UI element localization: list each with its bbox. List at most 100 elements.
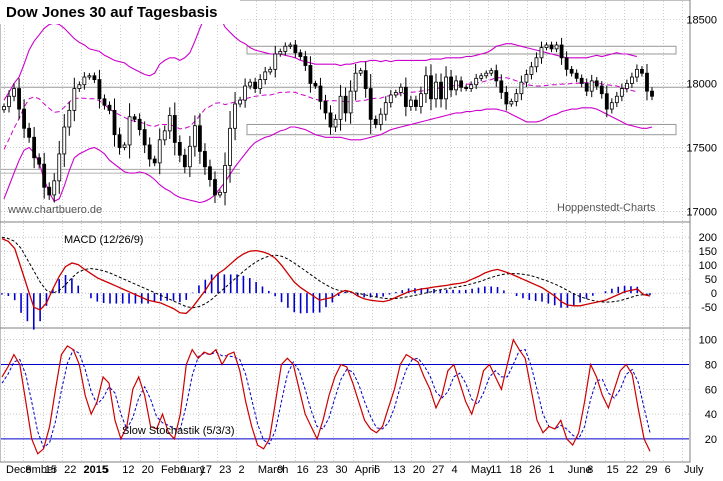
date-tick-label: 9 xyxy=(277,464,283,476)
candle-down xyxy=(494,70,499,82)
candle-up xyxy=(393,92,398,96)
candle-up xyxy=(52,180,57,196)
candle-down xyxy=(182,154,187,168)
candle-down xyxy=(117,134,122,148)
candle-up xyxy=(524,74,529,83)
upper-bollinger-band xyxy=(3,11,638,101)
candle-down xyxy=(142,129,147,146)
candle-up xyxy=(263,71,268,81)
candle-down xyxy=(363,70,368,89)
candle-down xyxy=(147,144,152,160)
date-tick-label: 22 xyxy=(626,464,638,476)
candle-up xyxy=(192,125,197,147)
candle-down xyxy=(132,116,137,120)
candle-up xyxy=(424,75,428,95)
candle-down xyxy=(318,85,323,102)
candle-down xyxy=(37,157,42,165)
candle-up xyxy=(489,70,494,74)
candle-up xyxy=(162,130,167,141)
macd-line xyxy=(1,238,651,315)
stochastic-panel-frame xyxy=(0,327,691,463)
candle-up xyxy=(127,116,132,146)
candle-down xyxy=(213,179,217,196)
candle-up xyxy=(484,72,489,77)
candle-down xyxy=(97,79,102,100)
date-tick-label: 1 xyxy=(548,464,554,476)
date-tick-label: May xyxy=(471,464,492,476)
macd-tick-label: 150 xyxy=(699,246,717,258)
candle-up xyxy=(167,115,172,132)
stochastic-title: Slow Stochastik (5/3/3) xyxy=(122,425,235,437)
candle-down xyxy=(102,98,107,106)
candle-down xyxy=(414,99,418,107)
candle-up xyxy=(228,127,232,166)
candle-up xyxy=(554,44,559,50)
watermark-left: www.chartbuero.de xyxy=(7,204,102,216)
candle-down xyxy=(42,163,47,188)
candle-down xyxy=(574,72,579,79)
candle-up xyxy=(283,45,288,52)
candle-up xyxy=(87,75,92,78)
candle-up xyxy=(383,102,388,115)
candle-down xyxy=(499,80,504,93)
candle-up xyxy=(278,51,283,55)
date-tick-label: 2 xyxy=(238,464,244,476)
candle-down xyxy=(203,150,207,168)
candle-down xyxy=(504,92,509,105)
candle-up xyxy=(77,84,82,89)
candle-up xyxy=(514,93,519,102)
candle-up xyxy=(378,113,383,125)
date-tick-label: 23 xyxy=(219,464,231,476)
candle-down xyxy=(313,83,318,87)
candle-up xyxy=(544,44,549,48)
candle-up xyxy=(268,68,273,73)
stochastic-tick-label: 20 xyxy=(705,434,717,446)
candle-up xyxy=(353,72,358,92)
candle-down xyxy=(112,109,117,136)
candle-up xyxy=(589,80,594,92)
candle-up xyxy=(187,145,192,168)
date-tick-label: 17 xyxy=(200,464,212,476)
candle-down xyxy=(564,57,569,70)
date-tick-label: 6 xyxy=(374,464,380,476)
candle-up xyxy=(398,86,403,93)
date-tick-label: 16 xyxy=(297,464,309,476)
candle-up xyxy=(509,100,514,105)
date-tick-label: February xyxy=(161,464,206,476)
candle-up xyxy=(238,99,242,105)
candle-down xyxy=(373,118,378,125)
date-tick-label: 15 xyxy=(607,464,619,476)
date-tick-label: 20 xyxy=(413,464,425,476)
candle-down xyxy=(449,76,453,91)
candle-up xyxy=(122,144,127,148)
candle-down xyxy=(107,104,112,111)
resistance-zone xyxy=(246,45,677,55)
candle-down xyxy=(650,90,654,97)
price-tick-label: 18500 xyxy=(686,14,717,26)
candle-up xyxy=(630,76,634,84)
candle-up xyxy=(529,66,534,75)
candle-up xyxy=(479,75,484,79)
candle-up xyxy=(248,81,253,87)
candle-down xyxy=(599,85,604,95)
candle-up xyxy=(358,70,363,74)
stochastic-tick-label: 60 xyxy=(705,384,717,396)
date-tick-label: 5 xyxy=(103,464,109,476)
date-tick-label: March xyxy=(258,464,289,476)
candle-down xyxy=(328,112,333,128)
date-tick-label: 23 xyxy=(316,464,328,476)
watermark-right: Hoppenstedt-Charts xyxy=(557,202,656,214)
date-tick-label: 13 xyxy=(393,464,405,476)
candle-up xyxy=(469,84,474,89)
candle-down xyxy=(584,83,589,92)
candle-down xyxy=(429,75,433,100)
price-tick-label: 18000 xyxy=(686,78,717,90)
candle-up xyxy=(614,95,619,104)
candle-down xyxy=(47,186,52,196)
candle-up xyxy=(408,99,413,107)
candle-down xyxy=(594,80,599,87)
date-tick-label: 8 xyxy=(25,464,31,476)
macd-signal-line xyxy=(1,236,651,309)
macd-title: MACD (12/26/9) xyxy=(64,234,143,246)
